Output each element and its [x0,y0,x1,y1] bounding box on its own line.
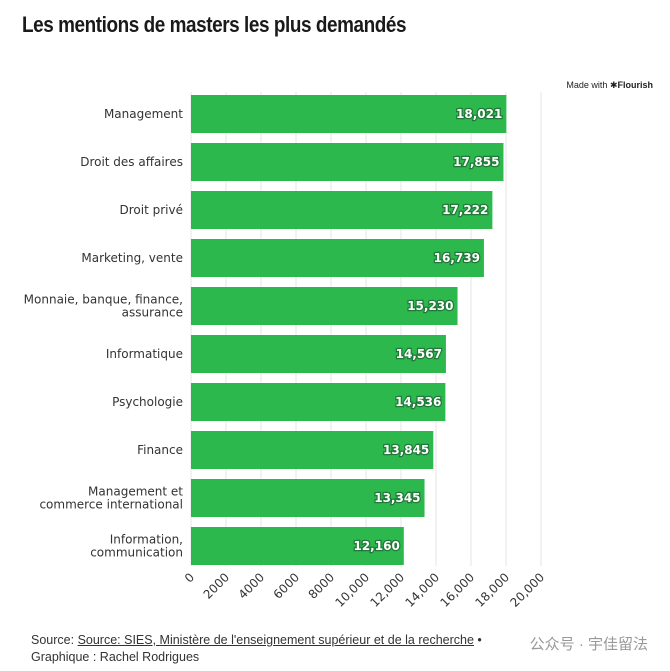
category-label-line: Droit des affaires [80,155,183,169]
category-label: Management [104,107,183,121]
bar[interactable] [191,239,484,277]
category-label: Droit des affaires [80,155,183,169]
x-tick-label: 2000 [201,570,232,601]
value-label: 16,739 [434,251,480,265]
chart-footer: Source: Source: SIES, Ministère de l'ens… [31,632,482,666]
category-label-line: Droit privé [120,203,183,217]
x-tick-label: 8000 [306,570,337,601]
x-tick-label: 6000 [271,570,302,601]
category-label: Psychologie [112,395,183,409]
category-label: Finance [137,443,183,457]
value-label: 14,536 [395,395,441,409]
category-label-line: Information, [110,533,183,547]
category-label-line: Monnaie, banque, finance, [24,293,183,307]
source-prefix: Source: [31,633,78,647]
category-label-line: Finance [137,443,183,457]
chart-title: Les mentions de masters les plus demandé… [22,12,407,37]
brand-prefix: Made with [566,80,610,90]
x-tick-label: 0 [182,570,197,585]
bars [191,95,507,565]
category-label: Management et commerce international [39,485,183,512]
value-label: 18,021 [456,107,502,121]
value-label: 13,345 [374,491,420,505]
category-label: Informatique [106,347,183,361]
category-label-line: communication [90,546,183,560]
source-link[interactable]: Source: SIES, Ministère de l'enseignemen… [77,633,474,647]
x-tick-label: 18,000 [473,570,513,610]
category-label: Monnaie, banque, finance, assurance [24,293,183,320]
category-labels: Management Droit des affaires Droit privé M… [24,107,184,560]
x-tick-label: 14,000 [403,570,443,610]
credit-line: Graphique : Rachel Rodrigues [31,650,200,664]
x-tick-label: 4000 [236,570,267,601]
source-line: Source: Source: SIES, Ministère de l'ens… [31,632,482,649]
category-label-line: assurance [122,306,183,320]
source-separator: • [473,633,482,647]
category-label-line: Psychologie [112,395,183,409]
bar[interactable] [191,143,504,181]
x-tick-label: 10,000 [333,570,373,610]
flourish-logo: ✱Flourish [609,80,653,90]
category-label: Marketing, vente [81,251,183,265]
wechat-watermark: 公众号 · 宇佳留法 [529,636,648,653]
bar[interactable] [191,527,404,565]
category-label-line: Management et [88,485,183,499]
bar[interactable] [191,287,458,325]
bar[interactable] [191,335,446,373]
bar[interactable] [191,95,507,133]
bar[interactable] [191,479,425,517]
x-tick-label: 16,000 [438,570,478,610]
bar[interactable] [191,383,446,421]
x-axis-ticks: 0 2000 4000 6000 800010,00012,00014,00016,00… [182,570,547,610]
bar[interactable] [191,191,493,229]
category-label: Droit privé [120,203,183,217]
x-tick-label: 12,000 [368,570,408,610]
x-tick-label: 20,000 [508,570,548,610]
flourish-credit[interactable]: Made with ✱Flourish [566,80,653,91]
value-label: 13,845 [383,443,429,457]
category-label-line: commerce international [39,498,183,512]
value-label: 15,230 [407,299,453,313]
value-label: 14,567 [396,347,442,361]
value-label: 12,160 [353,539,399,553]
category-label-line: Informatique [106,347,183,361]
category-label: Information, communication [90,533,183,560]
value-labels: 18,021 17,855 17,222 16,739 15,230 14,567 14,5… [352,106,503,555]
value-label: 17,222 [442,203,488,217]
bar[interactable] [191,431,434,469]
category-label-line: Management [104,107,183,121]
value-label: 17,855 [453,155,499,169]
category-label-line: Marketing, vente [81,251,183,265]
